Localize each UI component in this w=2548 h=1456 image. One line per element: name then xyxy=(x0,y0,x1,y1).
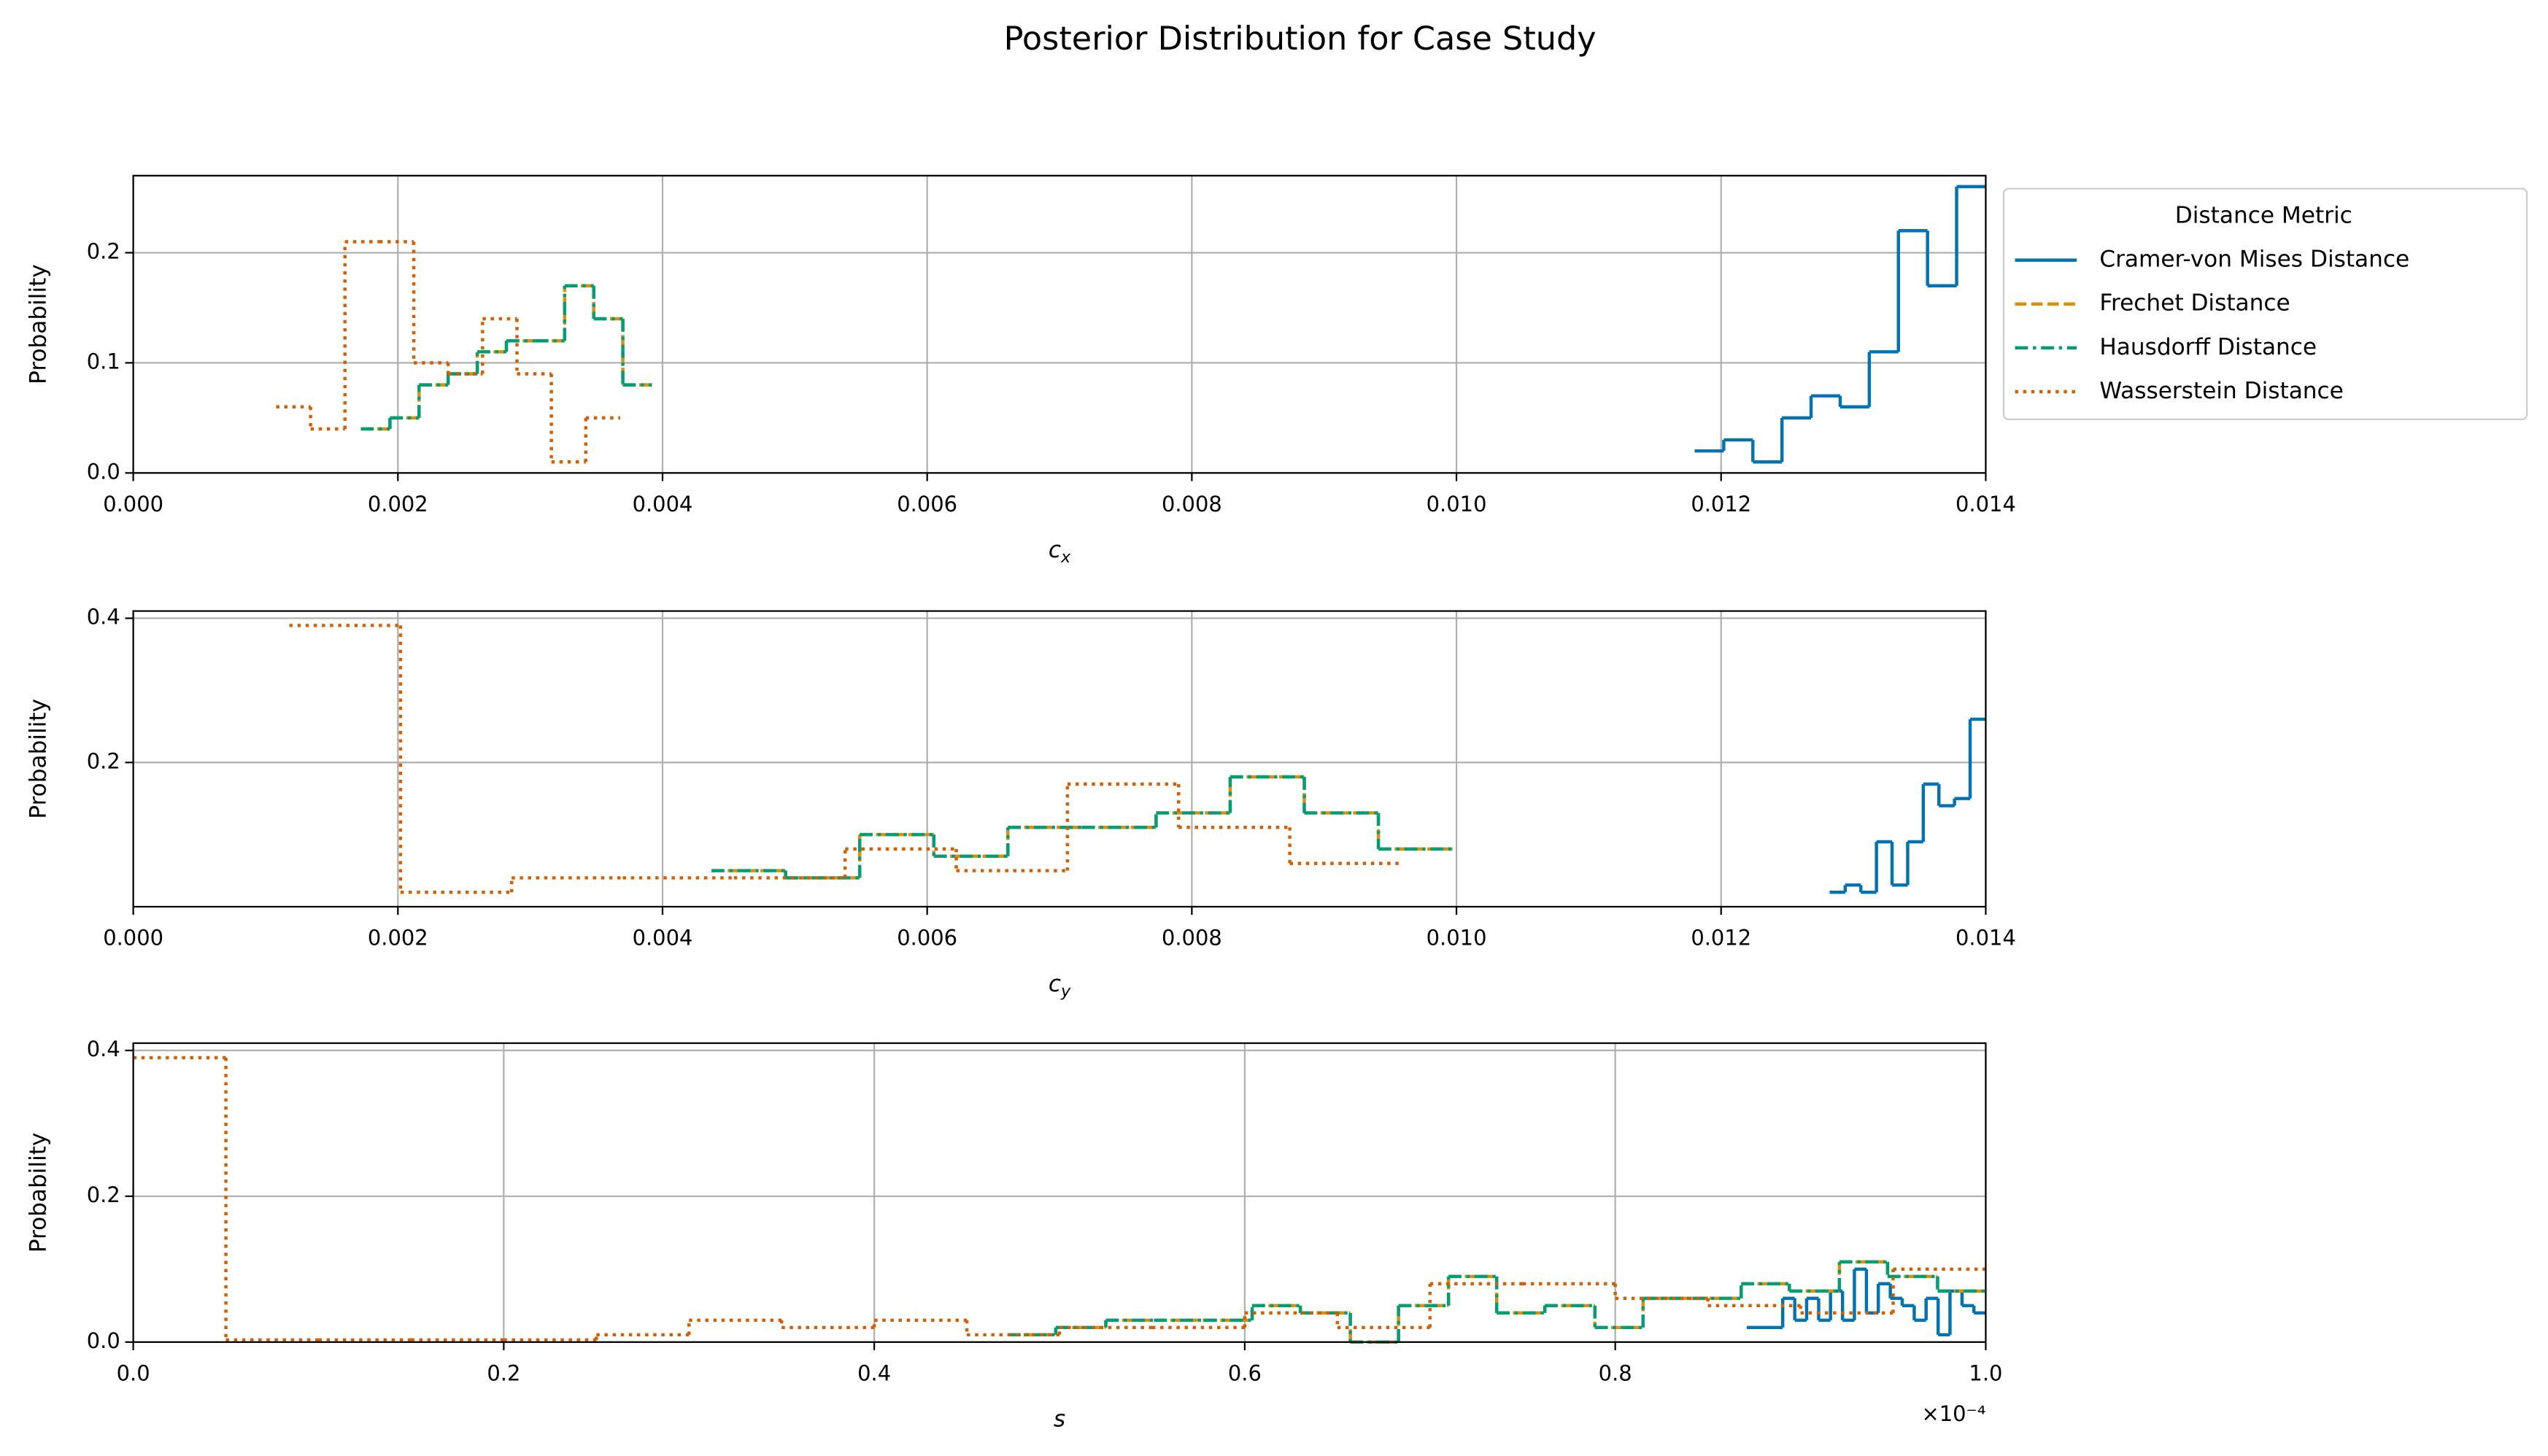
y-tick-label: 0.2 xyxy=(87,1182,120,1207)
x-axis-label: cy xyxy=(1049,971,1071,1000)
x-tick-label: 0.002 xyxy=(368,492,428,516)
legend-label: Cramer-von Mises Distance xyxy=(2099,247,2409,273)
y-tick-label: 0.1 xyxy=(87,349,120,373)
x-tick-label: 0.012 xyxy=(1691,926,1751,950)
histogram-series xyxy=(1746,1267,1986,1337)
x-tick-label: 0.8 xyxy=(1599,1360,1632,1385)
x-axis-label-subscript: y xyxy=(1060,981,1071,1000)
y-tick-label: 0.4 xyxy=(87,1037,120,1061)
x-tick-label: 1.0 xyxy=(1969,1360,2002,1385)
axes-frame xyxy=(132,1042,1987,1343)
legend-label: Hausdorff Distance xyxy=(2099,334,2317,360)
y-tick-label: 0.2 xyxy=(87,239,120,263)
y-axis-label: Probability xyxy=(25,699,51,819)
legend-box xyxy=(2002,187,2528,420)
x-tick-label: 0.008 xyxy=(1162,926,1222,950)
x-tick-label: 0.002 xyxy=(368,926,428,950)
x-axis-label: s xyxy=(1054,1406,1065,1433)
histogram-series xyxy=(360,284,652,431)
x-tick-label: 0.012 xyxy=(1691,492,1751,516)
axes-frame xyxy=(132,174,1987,474)
x-offset-label: ×10⁻⁴ xyxy=(1921,1401,1985,1426)
x-tick-label: 0.010 xyxy=(1427,926,1487,950)
x-axis-label-symbol: c xyxy=(1049,971,1061,997)
x-axis-label-subscript: x xyxy=(1060,548,1071,567)
legend-label: Wasserstein Distance xyxy=(2099,378,2344,404)
histogram-series xyxy=(1829,717,1986,894)
x-tick-label: 0.0 xyxy=(117,1360,150,1385)
x-tick-label: 0.014 xyxy=(1956,492,2016,516)
x-tick-label: 0.006 xyxy=(897,492,957,516)
histogram-series xyxy=(711,775,1453,880)
x-tick-label: 0.2 xyxy=(487,1360,520,1385)
y-tick-label: 0.0 xyxy=(87,459,120,484)
x-axis-label-symbol: s xyxy=(1054,1406,1065,1433)
histogram-series xyxy=(1694,185,1986,464)
y-tick-label: 0.0 xyxy=(87,1328,120,1353)
x-tick-label: 0.004 xyxy=(633,926,693,950)
x-tick-label: 0.010 xyxy=(1427,492,1487,516)
x-tick-label: 0.014 xyxy=(1956,926,2016,950)
x-tick-label: 0.4 xyxy=(857,1360,891,1385)
x-tick-label: 0.006 xyxy=(897,926,957,950)
x-tick-label: 0.6 xyxy=(1228,1360,1262,1385)
y-axis-label: Probability xyxy=(25,1133,51,1253)
x-tick-label: 0.004 xyxy=(633,492,693,516)
x-tick-label: 0.008 xyxy=(1162,492,1222,516)
x-tick-label: 0.000 xyxy=(103,492,163,516)
y-tick-label: 0.2 xyxy=(87,748,120,773)
x-axis-label-symbol: c xyxy=(1049,537,1061,563)
axes-frame xyxy=(132,610,1987,908)
legend-title: Distance Metric xyxy=(2175,202,2352,228)
histogram-series xyxy=(276,240,620,464)
x-axis-label: cx xyxy=(1049,537,1071,566)
y-tick-label: 0.4 xyxy=(87,605,120,630)
y-axis-label: Probability xyxy=(25,264,51,384)
legend-label: Frechet Distance xyxy=(2099,290,2290,317)
figure-title: Posterior Distribution for Case Study xyxy=(1004,20,1597,58)
x-tick-label: 0.000 xyxy=(103,926,163,950)
histogram-series xyxy=(133,1056,1986,1342)
